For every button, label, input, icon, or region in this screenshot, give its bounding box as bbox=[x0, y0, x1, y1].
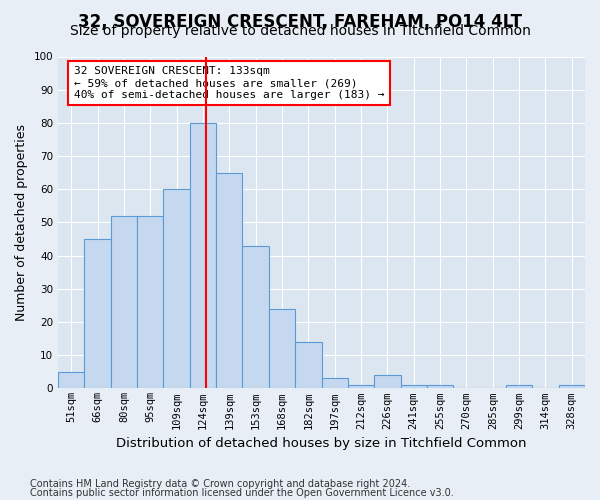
Bar bbox=[559, 385, 585, 388]
Bar bbox=[163, 190, 190, 388]
Bar bbox=[58, 372, 85, 388]
Bar bbox=[427, 385, 453, 388]
Bar bbox=[111, 216, 137, 388]
Y-axis label: Number of detached properties: Number of detached properties bbox=[15, 124, 28, 321]
Text: Contains HM Land Registry data © Crown copyright and database right 2024.: Contains HM Land Registry data © Crown c… bbox=[30, 479, 410, 489]
Bar bbox=[137, 216, 163, 388]
Text: 32 SOVEREIGN CRESCENT: 133sqm
← 59% of detached houses are smaller (269)
40% of : 32 SOVEREIGN CRESCENT: 133sqm ← 59% of d… bbox=[74, 66, 385, 100]
Bar bbox=[374, 375, 401, 388]
Bar bbox=[506, 385, 532, 388]
Text: 32, SOVEREIGN CRESCENT, FAREHAM, PO14 4LT: 32, SOVEREIGN CRESCENT, FAREHAM, PO14 4L… bbox=[78, 12, 522, 30]
Bar bbox=[401, 385, 427, 388]
Bar bbox=[190, 123, 216, 388]
Text: Size of property relative to detached houses in Titchfield Common: Size of property relative to detached ho… bbox=[70, 24, 530, 38]
Bar bbox=[269, 308, 295, 388]
Bar bbox=[242, 246, 269, 388]
Bar bbox=[322, 378, 348, 388]
Bar bbox=[348, 385, 374, 388]
Bar bbox=[85, 239, 111, 388]
Text: Contains public sector information licensed under the Open Government Licence v3: Contains public sector information licen… bbox=[30, 488, 454, 498]
Bar bbox=[216, 172, 242, 388]
Bar bbox=[295, 342, 322, 388]
X-axis label: Distribution of detached houses by size in Titchfield Common: Distribution of detached houses by size … bbox=[116, 437, 527, 450]
